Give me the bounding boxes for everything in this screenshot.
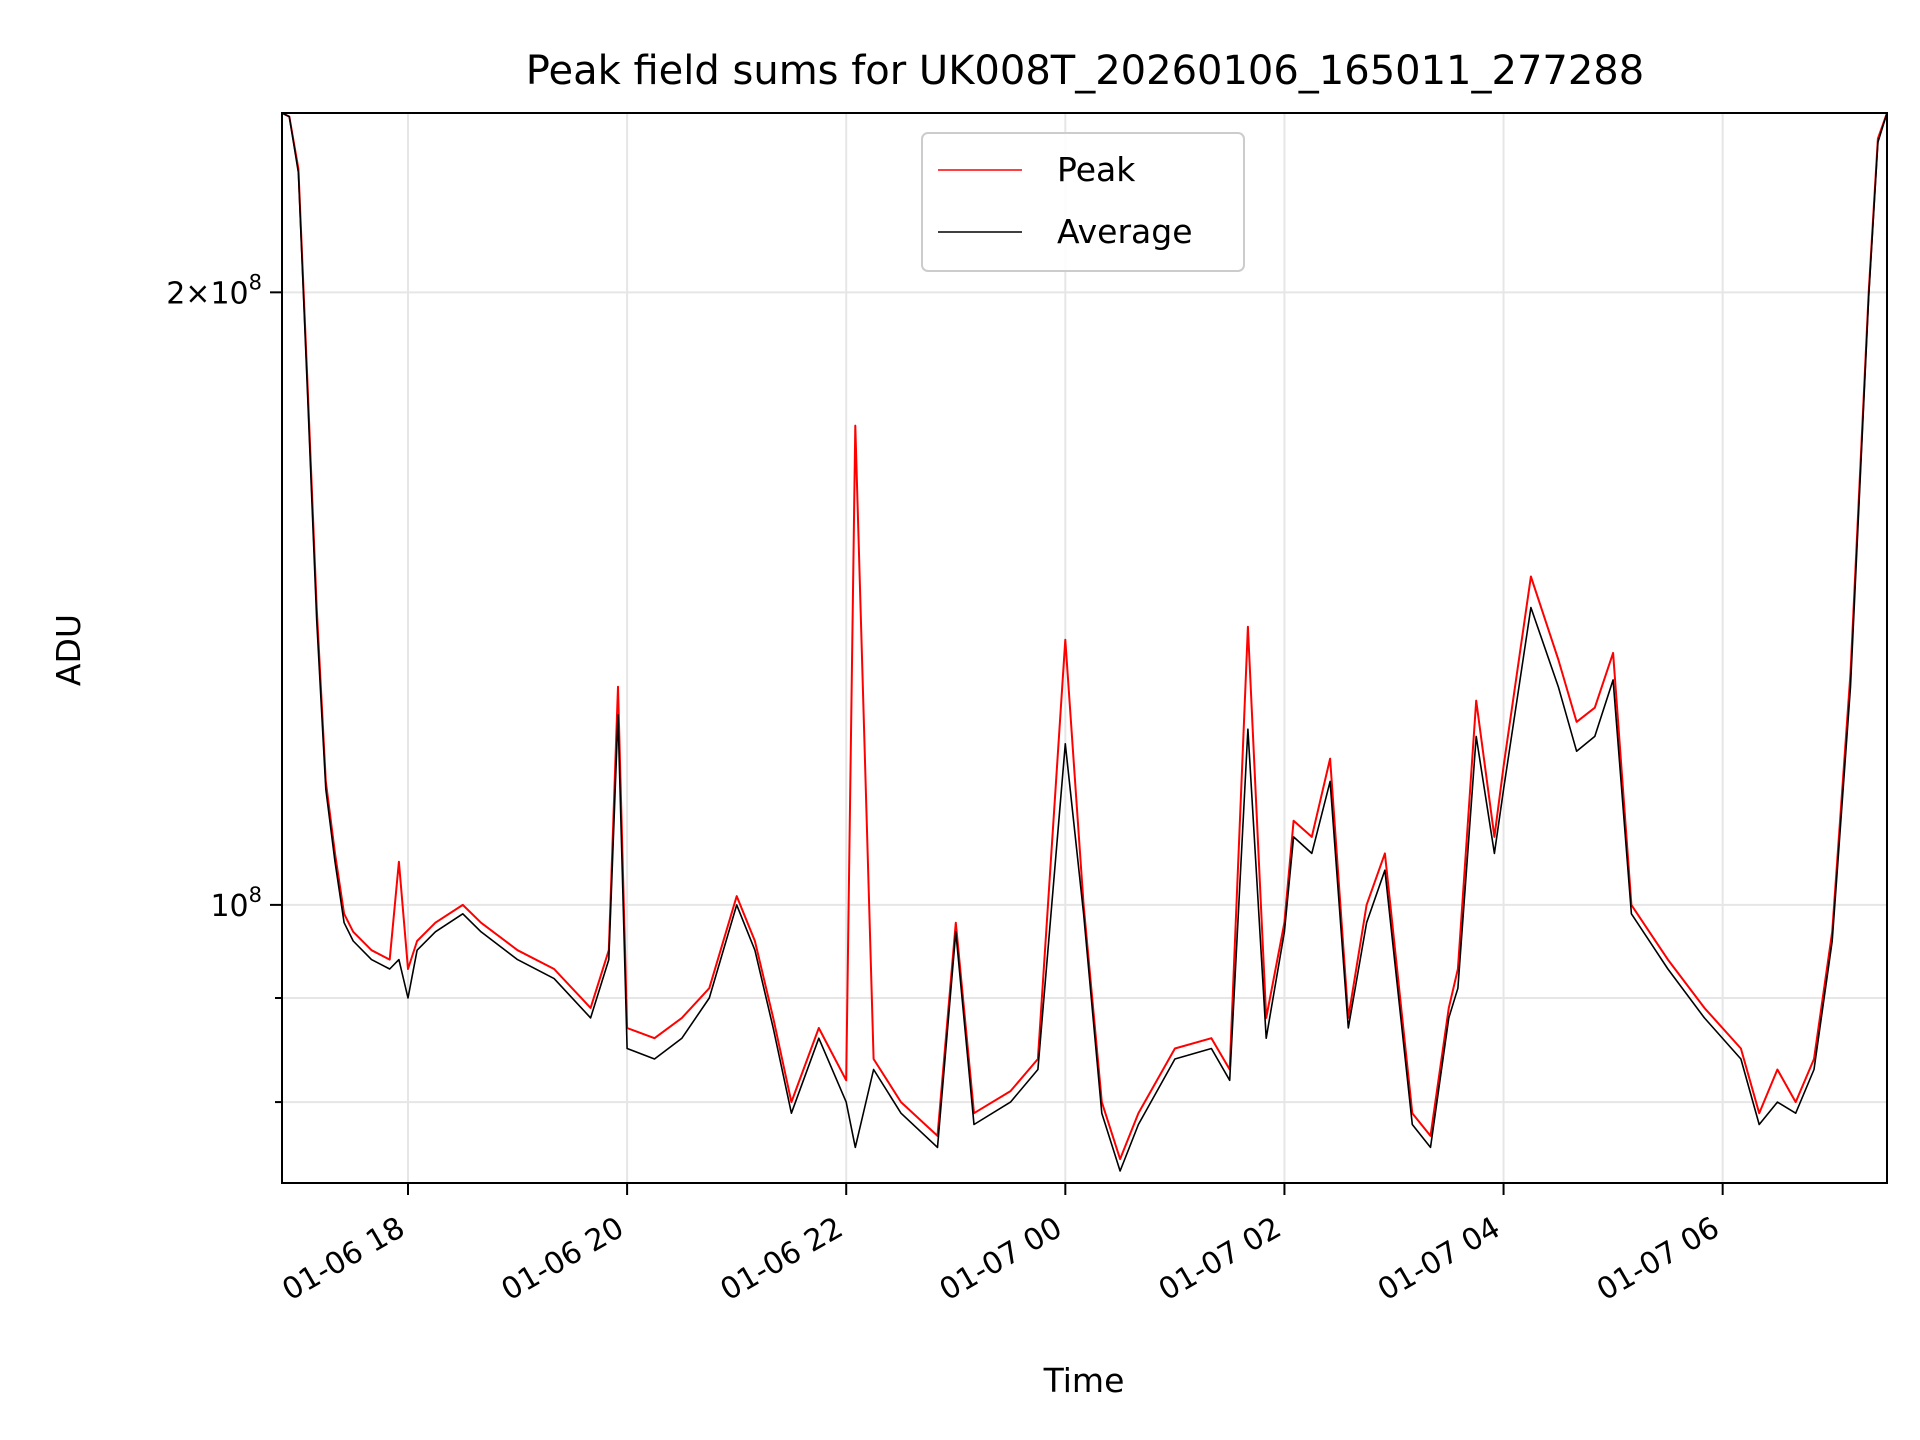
series-line-average <box>282 113 1887 1172</box>
legend: Peak Average <box>921 132 1245 272</box>
y-axis-label: ADU <box>49 614 88 686</box>
legend-label-average: Average <box>1057 212 1193 251</box>
legend-frame <box>921 132 1245 272</box>
y-tick-label: 2×108 <box>166 270 262 311</box>
y-tick-exponent: 8 <box>249 270 262 294</box>
y-tick-times: × <box>185 276 210 311</box>
chart-title: Peak field sums for UK008T_20260106_1650… <box>526 48 1644 94</box>
x-axis-label: Time <box>1043 1361 1125 1400</box>
y-tick-label: 108 <box>210 883 262 924</box>
y-tick-base: 10 <box>210 276 248 311</box>
y-tick-base: 10 <box>210 889 248 924</box>
grid <box>282 113 1887 1183</box>
y-tick-mantissa: 2 <box>166 276 185 311</box>
series-line-peak <box>282 113 1887 1161</box>
series-layer <box>282 113 1887 1172</box>
legend-label-peak: Peak <box>1057 150 1136 189</box>
plot-frame <box>281 112 1888 1184</box>
y-tick-exponent: 8 <box>249 883 262 907</box>
